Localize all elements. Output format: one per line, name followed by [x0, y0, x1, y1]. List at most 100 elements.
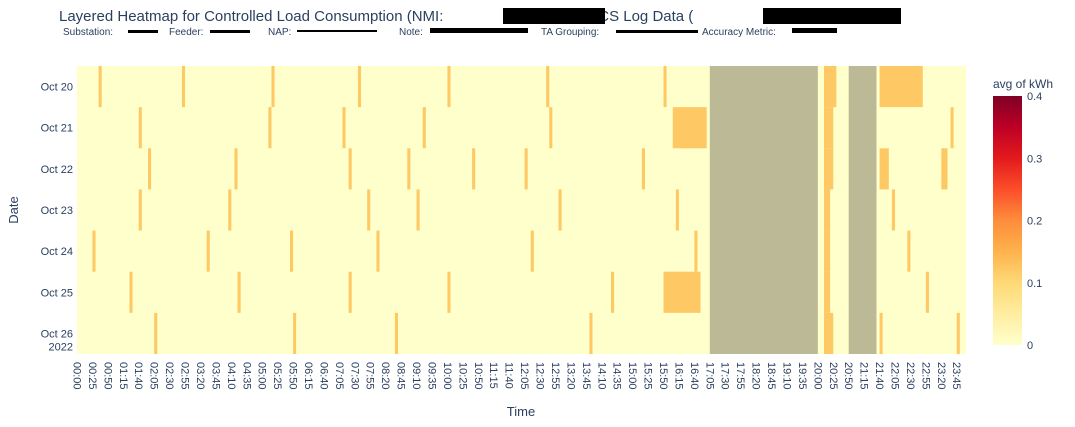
heatmap-cell-39 — [530, 230, 534, 272]
x-tick-label: 00:50 — [101, 362, 113, 390]
heatmap-cell-56 — [879, 312, 883, 354]
heatmap-cell-21 — [472, 148, 476, 190]
x-tick-label: 00:00 — [71, 362, 83, 390]
heatmap-cell-29 — [367, 189, 371, 231]
subtitle-redaction-accuracy-metric — [792, 28, 837, 33]
x-tick-label: 08:45 — [395, 362, 407, 390]
heatmap-cell-8 — [879, 66, 923, 108]
x-tick-label: 08:20 — [379, 362, 391, 390]
colorbar-tick-label: 0.1 — [1027, 278, 1042, 290]
subtitle-accuracy-metric-label: Accuracy Metric: — [702, 27, 776, 38]
x-tick-label: 02:05 — [148, 362, 160, 390]
x-tick-label: 16:15 — [672, 362, 684, 390]
x-tick-label: 21:15 — [858, 362, 870, 390]
y-tick-label: Oct 24 — [41, 246, 73, 258]
x-tick-label: 05:00 — [256, 362, 268, 390]
heatmap-cell-25 — [879, 148, 889, 190]
subtitle-redaction-nap — [297, 30, 377, 32]
heatmap-cell-18 — [234, 148, 238, 190]
y-tick-label: Oct 21 — [41, 123, 73, 135]
subtitle-ta-grouping-label: TA Grouping: — [541, 27, 599, 38]
heatmap-cell-14 — [672, 107, 707, 149]
heatmap-cell-36 — [206, 230, 210, 272]
x-tick-label: 15:50 — [657, 362, 669, 390]
x-tick-label: 20:00 — [811, 362, 823, 390]
log-overlays — [709, 66, 877, 354]
heatmap-cell-50 — [925, 271, 929, 313]
heatmap-cell-42 — [907, 230, 911, 272]
x-tick-label: 13:45 — [580, 362, 592, 390]
heatmap-cell-35 — [92, 230, 96, 272]
x-tick-label: 22:05 — [889, 362, 901, 390]
x-tick-label: 17:05 — [703, 362, 715, 390]
heatmap-cell-34 — [891, 189, 896, 231]
x-tick-label: 17:55 — [734, 362, 746, 390]
y-axis-title: Date — [6, 196, 21, 223]
colorbar-title: avg of kWh — [993, 77, 1053, 91]
y-tick-label: Oct 25 — [41, 287, 73, 299]
colorbar: avg of kWh 0 0.1 0.2 0.3 0.4 — [993, 77, 1053, 352]
x-tick-label: 23:45 — [950, 362, 962, 390]
heatmap-cell-11 — [342, 107, 346, 149]
x-tick-label: 19:10 — [781, 362, 793, 390]
heatmap-cell-43 — [129, 271, 133, 313]
subtitle-redaction-note — [430, 28, 528, 33]
heatmap-cell-22 — [524, 148, 528, 190]
heatmap-cell-16 — [950, 107, 954, 149]
heatmap-cell-27 — [138, 189, 142, 231]
heatmap-cell-55 — [824, 312, 834, 354]
heatmap-cell-30 — [416, 189, 420, 231]
plot-area — [77, 66, 966, 354]
y-axis: Oct 20 Oct 21 Oct 22 Oct 23 Oct 24 Oct 25 Oct … — [41, 82, 73, 354]
x-tick-label: 15:00 — [626, 362, 638, 390]
x-tick-label: 04:35 — [240, 362, 252, 390]
heatmap-cell-0 — [98, 66, 102, 108]
title-part-1: Layered Heatmap for Controlled Load Cons… — [59, 8, 443, 25]
x-tick-label: 10:50 — [472, 362, 484, 390]
x-tick-label: 07:30 — [348, 362, 360, 390]
heatmap-cell-52 — [293, 312, 297, 354]
x-tick-label: 11:15 — [487, 362, 499, 389]
title-redaction-1 — [503, 8, 605, 24]
x-tick-label: 19:35 — [796, 362, 808, 390]
subtitle-redaction-feeder — [210, 30, 250, 33]
x-tick-label: 17:30 — [719, 362, 731, 390]
x-tick-label: 05:25 — [271, 362, 283, 390]
x-tick-label: 14:10 — [595, 362, 607, 390]
heatmap-cell-24 — [824, 148, 834, 190]
colorbar-tick-label: 0.3 — [1027, 153, 1042, 165]
heatmap-cell-4 — [447, 66, 451, 108]
x-tick-label: 16:40 — [688, 362, 700, 390]
x-tick-label: 14:35 — [611, 362, 623, 390]
y-tick-label: Oct 22 — [41, 164, 73, 176]
subtitle-nap-label: NAP: — [268, 27, 291, 38]
heatmap-cell-19 — [348, 148, 352, 190]
heatmap-cell-12 — [422, 107, 426, 149]
heatmap-cell-13 — [549, 107, 553, 149]
colorbar-tick-label: 0.4 — [1027, 91, 1042, 103]
x-tick-label: 21:40 — [873, 362, 885, 390]
y-tick-label: Oct 23 — [41, 205, 73, 217]
x-tick-label: 20:25 — [827, 362, 839, 390]
heatmap-cell-31 — [558, 189, 562, 231]
heatmap-cell-49 — [824, 271, 831, 313]
heatmap-cell-44 — [237, 271, 241, 313]
heatmap-cell-7 — [824, 66, 837, 108]
x-tick-label: 12:05 — [518, 362, 530, 390]
heatmap-cell-10 — [268, 107, 272, 149]
chart-subtitle: Substation: Feeder: NAP: Note: TA Groupi… — [63, 27, 837, 38]
x-tick-label: 09:10 — [410, 362, 422, 390]
heatmap-cell-51 — [154, 312, 158, 354]
title-redaction-2 — [763, 8, 901, 24]
heatmap-cell-46 — [447, 271, 451, 313]
x-tick-label: 10:25 — [456, 362, 468, 390]
heatmap-cell-28 — [228, 189, 232, 231]
heatmap-cell-38 — [376, 230, 380, 272]
x-tick-label: 22:30 — [904, 362, 916, 390]
heatmap-cell-45 — [348, 271, 352, 313]
heatmap-cell-40 — [694, 230, 698, 272]
x-tick-label: 12:55 — [549, 362, 561, 390]
heatmap-cell-53 — [394, 312, 399, 354]
heatmap-cell-57 — [956, 312, 960, 354]
x-tick-label: 01:40 — [132, 362, 144, 390]
